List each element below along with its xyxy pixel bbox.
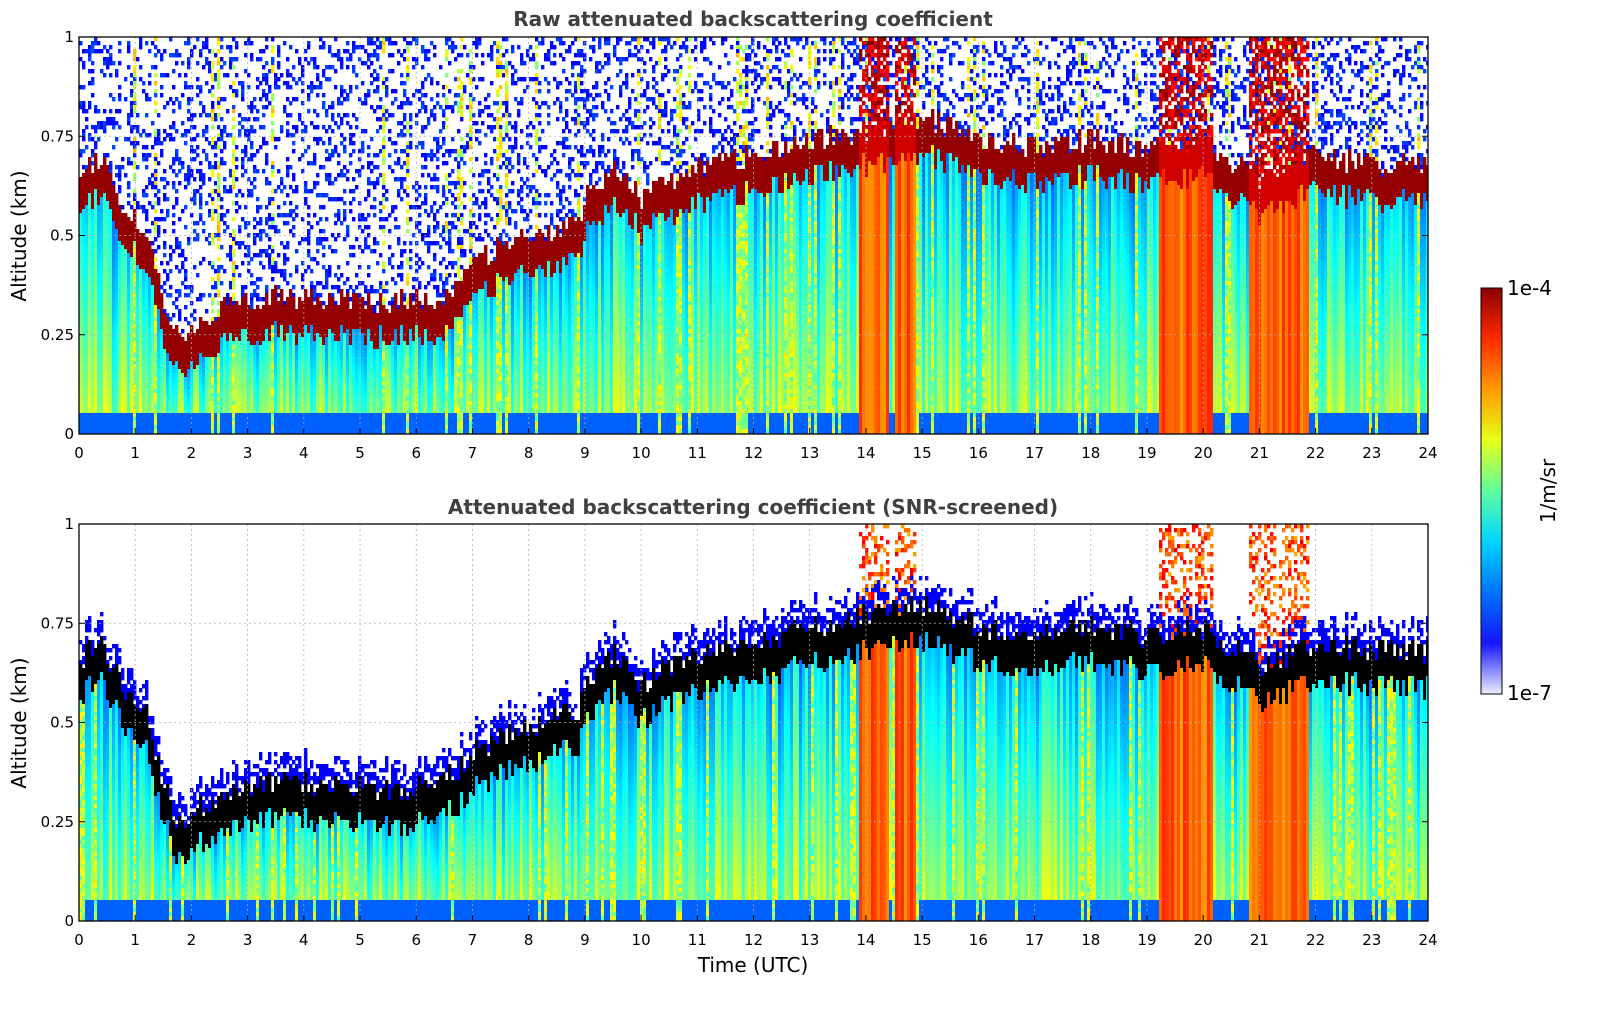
x-tick-label: 11	[688, 931, 707, 949]
x-tick-label: 3	[243, 444, 253, 462]
screened-heatmap	[79, 524, 1429, 924]
x-tick-label: 21	[1250, 931, 1269, 949]
y-tick-label: 0	[64, 425, 74, 443]
y-tick-label: 0.25	[41, 813, 74, 831]
x-tick-label: 23	[1362, 444, 1381, 462]
figure: Raw attenuated backscattering coefficien…	[0, 0, 1621, 1020]
x-tick-label: 13	[800, 931, 819, 949]
x-tick-label: 11	[688, 444, 707, 462]
y-tick-label: 0	[64, 912, 74, 930]
x-tick-label: 16	[969, 444, 988, 462]
x-tick-label: 24	[1418, 931, 1437, 949]
x-tick-label: 15	[913, 931, 932, 949]
x-tick-label: 4	[299, 444, 309, 462]
x-tick-label: 19	[1137, 444, 1156, 462]
x-tick-label: 2	[187, 931, 197, 949]
x-tick-label: 10	[632, 444, 651, 462]
x-tick-label: 7	[468, 931, 478, 949]
x-tick-label: 16	[969, 931, 988, 949]
screened-y-axis-label: Altitude (km)	[7, 657, 31, 788]
x-tick-label: 0	[74, 444, 84, 462]
x-tick-label: 7	[468, 444, 478, 462]
x-tick-label: 22	[1306, 444, 1325, 462]
x-axis-label: Time (UTC)	[697, 953, 809, 977]
x-tick-label: 18	[1081, 931, 1100, 949]
colorbar-unit-label: 1/m/sr	[1536, 458, 1560, 523]
x-tick-label: 22	[1306, 931, 1325, 949]
x-tick-label: 8	[524, 931, 534, 949]
colorbar-max-label: 1e-4	[1507, 276, 1552, 300]
x-tick-label: 8	[524, 444, 534, 462]
x-tick-label: 10	[632, 931, 651, 949]
y-tick-label: 1	[64, 515, 74, 533]
x-tick-label: 19	[1137, 931, 1156, 949]
x-tick-label: 20	[1194, 444, 1213, 462]
x-tick-label: 17	[1025, 444, 1044, 462]
x-tick-label: 14	[856, 931, 875, 949]
y-tick-label: 0.75	[41, 127, 74, 145]
x-tick-label: 0	[74, 931, 84, 949]
screened-panel-title: Attenuated backscattering coefficient (S…	[448, 495, 1058, 519]
screened-backscatter-panel: Attenuated backscattering coefficient (S…	[7, 495, 1438, 977]
y-tick-label: 0.25	[41, 326, 74, 344]
x-tick-label: 18	[1081, 444, 1100, 462]
x-tick-label: 14	[856, 444, 875, 462]
x-tick-label: 24	[1418, 444, 1437, 462]
x-tick-label: 9	[580, 444, 590, 462]
x-tick-label: 12	[744, 444, 763, 462]
raw-heatmap	[79, 37, 1429, 437]
x-tick-label: 9	[580, 931, 590, 949]
x-tick-label: 13	[800, 444, 819, 462]
x-tick-label: 6	[411, 444, 421, 462]
x-tick-label: 2	[187, 444, 197, 462]
x-tick-label: 1	[130, 444, 140, 462]
x-tick-label: 5	[355, 444, 365, 462]
y-tick-label: 0.5	[50, 227, 74, 245]
x-tick-label: 17	[1025, 931, 1044, 949]
raw-y-axis-label: Altitude (km)	[7, 170, 31, 301]
x-tick-label: 23	[1362, 931, 1381, 949]
y-tick-label: 0.5	[50, 714, 74, 732]
colorbar-min-label: 1e-7	[1507, 681, 1552, 705]
colorbar: 1e-4 1e-7 1/m/sr	[1481, 276, 1560, 705]
y-tick-label: 0.75	[41, 614, 74, 632]
x-tick-label: 15	[913, 444, 932, 462]
x-tick-label: 3	[243, 931, 253, 949]
y-tick-label: 1	[64, 28, 74, 46]
x-tick-label: 5	[355, 931, 365, 949]
x-tick-label: 1	[130, 931, 140, 949]
raw-backscatter-panel: Raw attenuated backscattering coefficien…	[7, 7, 1438, 462]
x-tick-label: 6	[411, 931, 421, 949]
x-tick-label: 4	[299, 931, 309, 949]
x-tick-label: 21	[1250, 444, 1269, 462]
raw-panel-title: Raw attenuated backscattering coefficien…	[513, 7, 993, 31]
colorbar-scale	[1481, 288, 1502, 694]
x-tick-label: 20	[1194, 931, 1213, 949]
x-tick-label: 12	[744, 931, 763, 949]
